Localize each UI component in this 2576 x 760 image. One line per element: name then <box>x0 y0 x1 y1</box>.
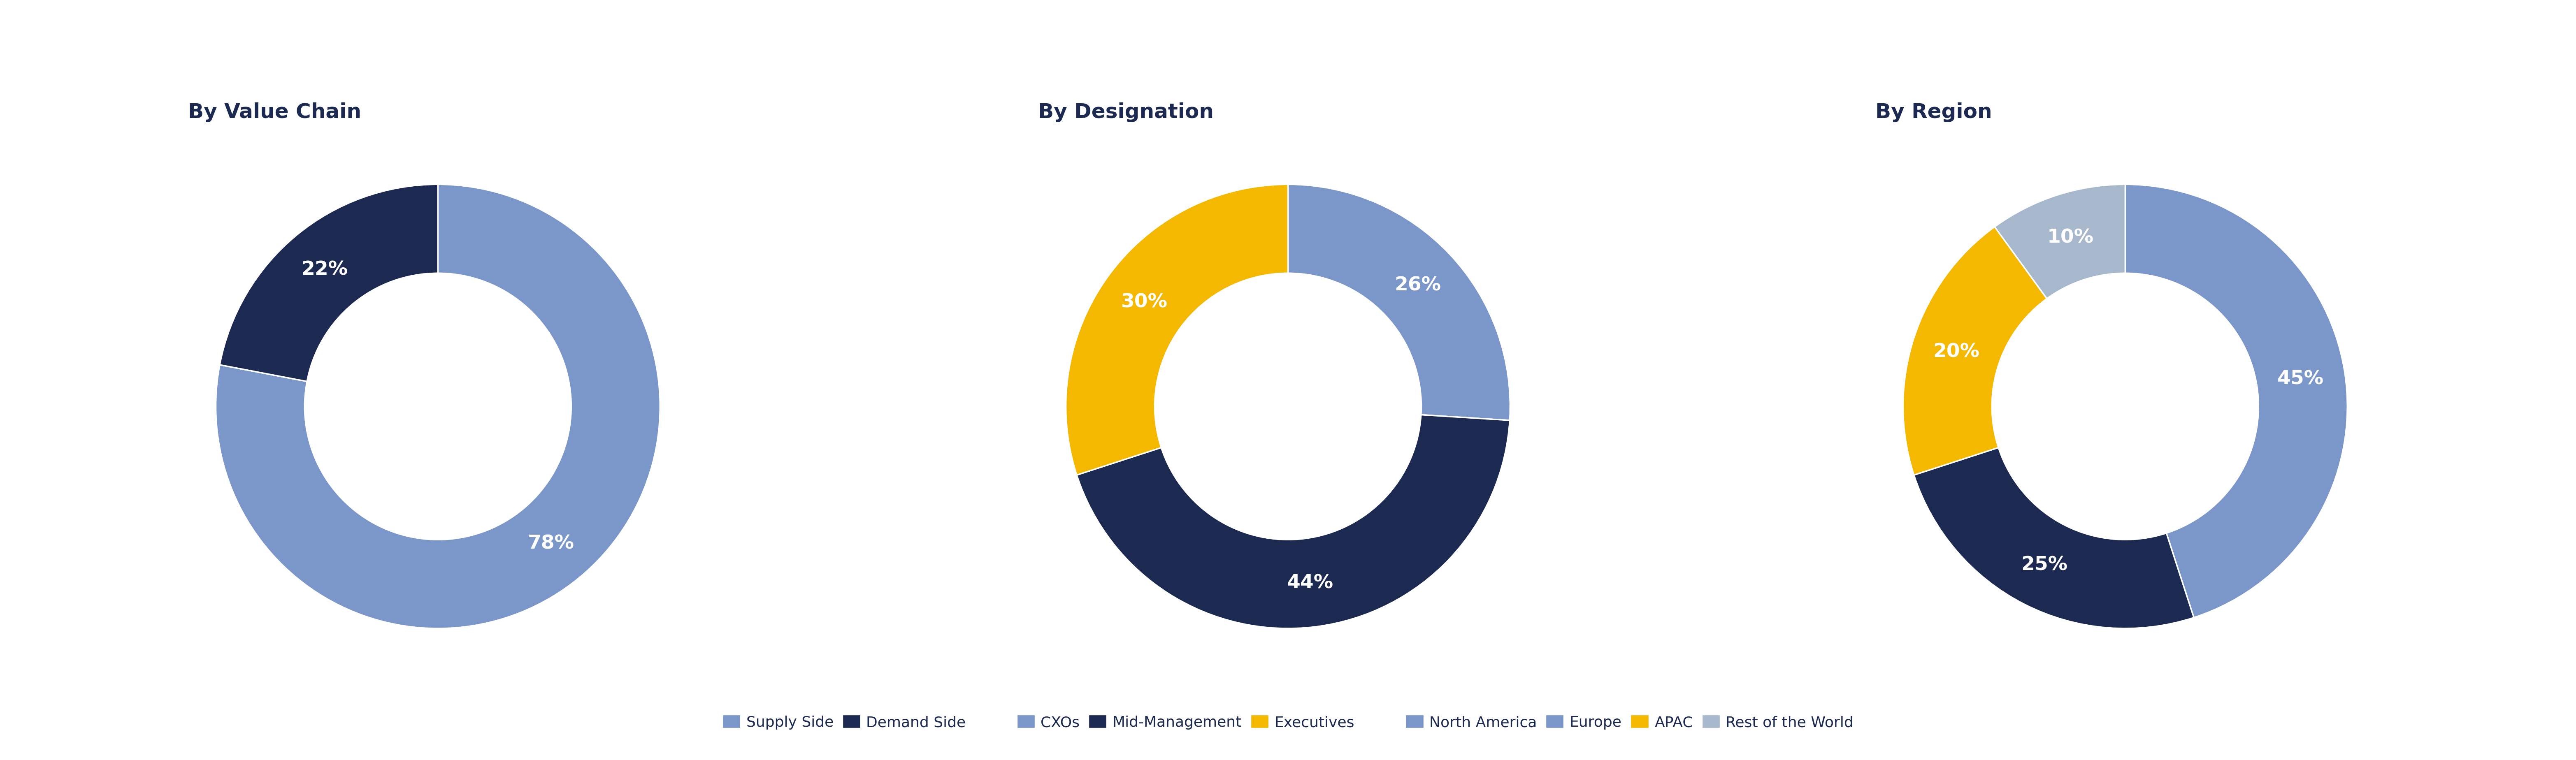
Wedge shape <box>216 185 659 629</box>
Text: 20%: 20% <box>1932 343 1978 361</box>
Text: By Region: By Region <box>1875 102 1991 122</box>
Text: 22%: 22% <box>301 261 348 279</box>
Wedge shape <box>1077 415 1510 629</box>
Wedge shape <box>2125 185 2347 618</box>
Text: 25%: 25% <box>2022 556 2069 574</box>
Wedge shape <box>1066 185 1288 475</box>
Text: Primary Sources: Primary Sources <box>1182 52 1394 74</box>
Wedge shape <box>1288 185 1510 420</box>
Text: 45%: 45% <box>2277 369 2324 388</box>
Text: 10%: 10% <box>2048 229 2094 247</box>
Wedge shape <box>1914 448 2195 629</box>
Wedge shape <box>1994 185 2125 299</box>
Text: By Value Chain: By Value Chain <box>188 102 361 122</box>
Text: 26%: 26% <box>1394 276 1440 294</box>
Text: 78%: 78% <box>528 534 574 553</box>
Wedge shape <box>1904 227 2048 475</box>
Legend: Supply Side, Demand Side,   , CXOs, Mid-Management, Executives,   , North Americ: Supply Side, Demand Side, , CXOs, Mid-Ma… <box>721 714 1855 730</box>
Text: By Designation: By Designation <box>1038 102 1213 122</box>
Wedge shape <box>219 185 438 382</box>
Text: 30%: 30% <box>1121 293 1167 312</box>
Text: 44%: 44% <box>1288 574 1334 592</box>
